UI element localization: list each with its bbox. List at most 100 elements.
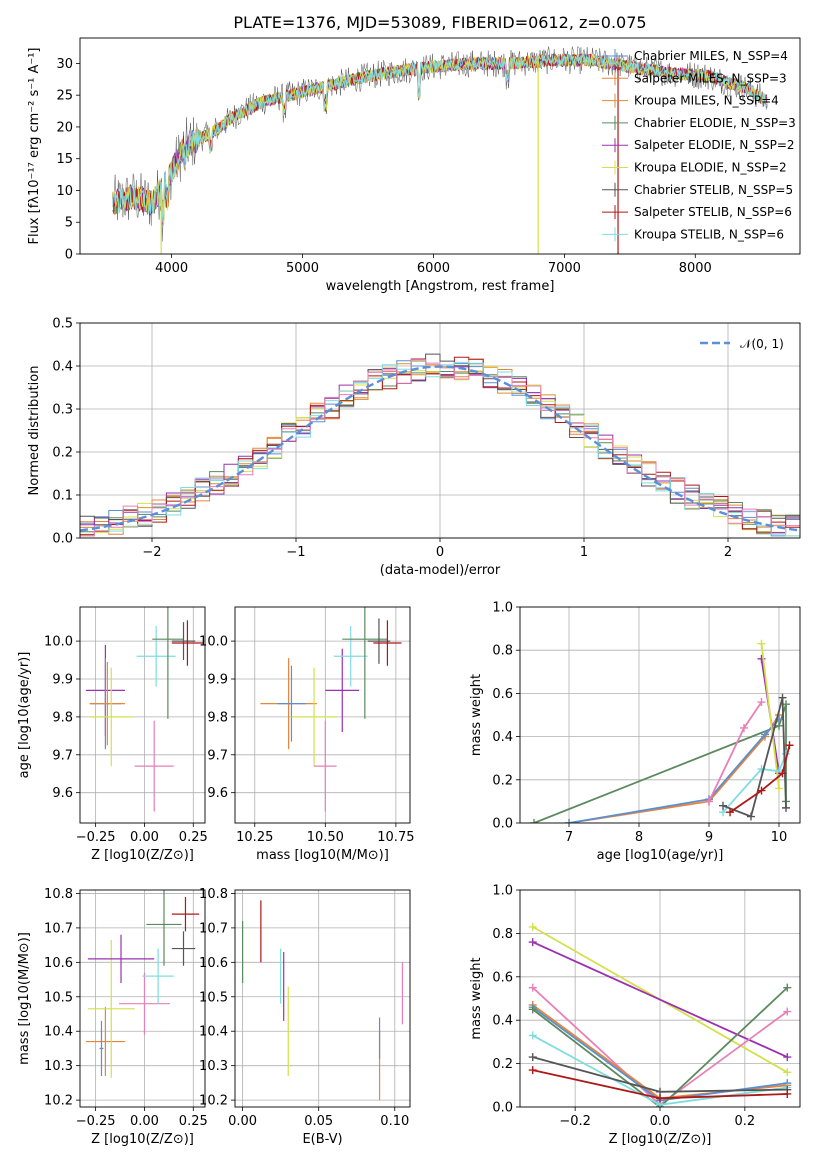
weight_vs_Z-series-5 xyxy=(532,986,788,1107)
age_vs_mass-ytick-label-4: 10.0 xyxy=(199,635,228,650)
mass_vs_ebv-xtick-label-1: 0.05 xyxy=(304,1114,333,1129)
age_vs_mass-errorbar-8 xyxy=(373,620,402,666)
legend-label-0: Chabrier MILES, N_SSP=4 xyxy=(634,49,788,63)
age_vs_Z-ytick-label-1: 9.7 xyxy=(52,748,73,763)
weight_vs_age-marker-8-1 xyxy=(757,786,766,795)
weight_vs_Z-ylabel: mass weight xyxy=(469,957,484,1039)
panel-age_vs_mass: 10.25 10.50 10.75 9.6 9.7 9.8 9.9 10.0 mass [log… xyxy=(199,606,414,863)
normal-curve xyxy=(80,365,800,532)
age_vs_Z-ytick-label-0: 9.6 xyxy=(52,786,73,801)
weight_vs_age-marker-7-3 xyxy=(782,803,790,812)
mass_vs_Z-xlabel: Z [log10(Z/Z⊙)] xyxy=(91,1132,194,1147)
legend-label-5: Kroupa ELODIE, N_SSP=2 xyxy=(634,161,787,175)
residuals-ytick-label-1: 0.1 xyxy=(52,489,73,504)
mass_vs_Z-frame xyxy=(79,889,206,1108)
weight_vs_Z-plot-area xyxy=(520,890,800,1107)
residuals-xlabel: (data-model)/error xyxy=(380,563,501,578)
weight_vs_age-marker-5-1 xyxy=(775,784,783,793)
weight_vs_age-xtick-label-2: 9 xyxy=(705,830,713,845)
weight_vs_Z-marker-2-0 xyxy=(528,983,537,992)
mass_vs_Z-xtick-label-0: −0.25 xyxy=(76,1114,116,1129)
weight_vs_age-series-5 xyxy=(760,643,780,789)
weight_vs_Z-xtick-label-2: 0.2 xyxy=(735,1114,756,1129)
residuals-ylabel: Normed distribution xyxy=(27,366,42,496)
weight_vs_Z-xlabel: Z [log10(Z/Z⊙)] xyxy=(609,1132,712,1147)
weight_vs_age-series-6 xyxy=(722,753,787,813)
weight_vs_age-series-7 xyxy=(722,696,787,818)
weight_vs_Z-frame xyxy=(519,889,801,1108)
weight_vs_age-marker-2-2 xyxy=(761,730,769,739)
spectrum-ytick-label-5: 25 xyxy=(56,89,73,104)
weight_vs_age-ytick-label-0: 0.0 xyxy=(492,817,513,832)
mass_vs_ebv-ytick-label-2: 10.4 xyxy=(199,1025,228,1040)
mass_vs_ebv-plot-area xyxy=(235,890,410,1107)
mass_vs_Z-ytick-label-1: 10.3 xyxy=(44,1059,73,1074)
age_vs_mass-ytick-label-1: 9.7 xyxy=(207,748,228,763)
mass_vs_ebv-ytick-label-1: 10.3 xyxy=(199,1059,228,1074)
residual-hist-chabrier_stelib xyxy=(80,353,800,530)
spectrum-ytick-label-0: 0 xyxy=(65,248,73,263)
mass_vs_ebv-ytick-label-0: 10.2 xyxy=(199,1094,228,1109)
weight_vs_Z-marker-5-0 xyxy=(528,1005,537,1014)
age_vs_Z-ytick-label-4: 10.0 xyxy=(44,635,73,650)
age_vs_mass-errorbar-4 xyxy=(325,648,360,733)
age_vs_mass-errorbar-1 xyxy=(277,665,306,742)
mass_vs_Z-errorbar-3 xyxy=(87,934,155,983)
spectrum-ytick-label-3: 15 xyxy=(56,152,73,167)
age_vs_Z-ylabel: age [log10(age/yr)] xyxy=(17,652,32,779)
weight_vs_age-series-3 xyxy=(708,701,763,802)
age_vs_Z-ytick-label-3: 9.9 xyxy=(52,673,73,688)
mass_vs_Z-xtick-label-2: 0.25 xyxy=(179,1114,208,1129)
weight_vs_age-marker-3-1 xyxy=(740,723,748,732)
panel-mass_vs_ebv: 0.00 0.05 0.10 10.2 10.3 10.4 10.5 10.6 10.7 10.8… xyxy=(199,887,411,1147)
legend-label-7: Salpeter STELIB, N_SSP=6 xyxy=(634,205,792,219)
age_vs_Z-plot-area xyxy=(80,607,205,823)
spectrum-xtick-label-3: 7000 xyxy=(548,261,581,276)
weight_vs_age-marker-8-3 xyxy=(785,741,794,750)
panel-mass_vs_Z: −0.25 0.00 0.25 10.2 10.3 10.4 10.5 10.6 10.7 10.… xyxy=(17,887,208,1147)
age_vs_Z-errorbar-4 xyxy=(134,720,174,812)
spectrum-xtick-label-1: 5000 xyxy=(286,261,319,276)
residual-hist-kroupa_stelib xyxy=(80,359,800,537)
legend-label-4: Salpeter ELODIE, N_SSP=2 xyxy=(634,138,795,152)
age_vs_Z-xtick-label-1: 0.00 xyxy=(130,830,159,845)
mass_vs_Z-plot-area xyxy=(80,890,205,1107)
residuals-frame xyxy=(79,322,801,539)
weight_vs_Z-ytick-label-3: 0.6 xyxy=(492,970,513,985)
residuals-xtick-label-0: −2 xyxy=(142,545,161,560)
age_vs_Z-xtick-label-0: −0.25 xyxy=(76,830,116,845)
mass_vs_Z-ytick-label-5: 10.7 xyxy=(44,921,73,936)
mass_vs_Z-ylabel: mass [log10(M/M⊙)] xyxy=(17,932,32,1065)
legend-label-2: Kroupa MILES, N_SSP=4 xyxy=(634,94,779,108)
age_vs_Z-errorbar-8 xyxy=(171,620,204,666)
residuals-xtick-label-3: 1 xyxy=(580,545,588,560)
age_vs_mass-errorbar-5 xyxy=(333,625,368,687)
panel-age_vs_Z: −0.25 0.00 0.25 9.6 9.7 9.8 9.9 10.0 Z [log10(Z/… xyxy=(17,606,208,863)
age_vs_Z-frame xyxy=(79,606,206,824)
age_vs_Z-errorbar-7 xyxy=(171,622,196,661)
mass_vs_ebv-xtick-label-0: 0.00 xyxy=(228,1114,257,1129)
weight_vs_Z-series-1 xyxy=(532,941,788,1058)
weight_vs_Z-marker-0-1 xyxy=(783,1068,792,1077)
mass_vs_Z-errorbar-4 xyxy=(119,972,170,1035)
spectrum-legend: Chabrier MILES, N_SSP=4 Salpeter MILES, N… xyxy=(602,49,796,242)
panel-weight_vs_age: 7 8 9 10 0.0 0.2 0.4 0.6 0.8 1.0 age [log10(age/yr… xyxy=(469,601,801,863)
residuals-plot-area xyxy=(80,323,800,538)
age_vs_mass-ytick-label-0: 9.6 xyxy=(207,786,228,801)
weight_vs_Z-xtick-label-0: −0.2 xyxy=(559,1114,591,1129)
weight_vs_age-plot-area xyxy=(520,607,800,823)
weight_vs_Z-marker-1-0 xyxy=(528,938,537,947)
legend-label-6: Chabrier STELIB, N_SSP=5 xyxy=(634,183,793,197)
residual-legend-label: 𝒩(0, 1) xyxy=(740,337,784,351)
weight_vs_Z-marker-8-0 xyxy=(528,1066,537,1075)
mass_vs_ebv-frame xyxy=(234,889,411,1108)
mass_vs_Z-ytick-label-3: 10.5 xyxy=(44,990,73,1005)
spectrum-xtick-label-2: 6000 xyxy=(417,261,450,276)
weight_vs_Z-xtick-label-1: 0.0 xyxy=(650,1114,671,1129)
spectrum-title: PLATE=1376, MJD=53089, FIBERID=0612, z=0… xyxy=(233,13,646,32)
mass_vs_ebv-ytick-label-5: 10.7 xyxy=(199,921,228,936)
residuals-ytick-label-4: 0.4 xyxy=(52,360,73,375)
weight_vs_age-frame xyxy=(519,606,801,824)
residuals-ytick-label-5: 0.5 xyxy=(52,317,73,332)
mass_vs_ebv-ytick-label-4: 10.6 xyxy=(199,956,228,971)
